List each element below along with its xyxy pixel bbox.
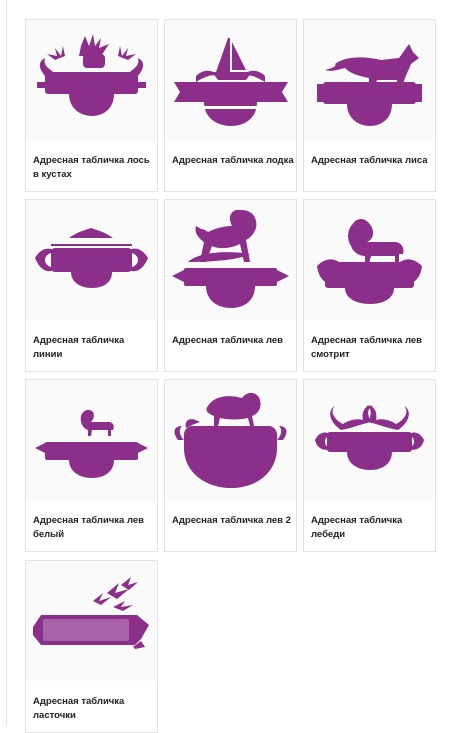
product-title[interactable]: Адресная табличка лось в кустах [33, 155, 150, 180]
product-title[interactable]: Адресная табличка линии [33, 335, 125, 360]
product-card[interactable]: Адресная табличка лев белый [25, 379, 158, 552]
product-card[interactable]: Адресная табличка лось в кустах [25, 19, 158, 192]
product-thumbnail[interactable] [26, 561, 157, 681]
swallows-sign-icon [33, 577, 149, 649]
product-thumbnail[interactable] [304, 200, 435, 320]
boat-sign-icon [174, 38, 288, 126]
moose-bushes-sign-icon [37, 34, 146, 116]
product-thumbnail[interactable] [165, 20, 296, 140]
product-thumbnail[interactable] [165, 200, 296, 320]
product-card[interactable]: Адресная табличка лодка [164, 19, 297, 192]
product-card[interactable]: Адресная табличка линии [25, 199, 158, 372]
product-title[interactable]: Адресная табличка лев белый [33, 515, 145, 540]
product-grid: Адресная табличка лось в кустах Адресная… [25, 19, 436, 733]
product-card[interactable]: Адресная табличка лев смотрит [303, 199, 436, 372]
lines-sign-icon [35, 228, 148, 288]
product-title[interactable]: Адресная табличка лебеди [311, 515, 403, 540]
product-title[interactable]: Адресная табличка лев [172, 335, 284, 346]
product-title[interactable]: Адресная табличка лиса [311, 155, 428, 166]
product-thumbnail[interactable] [26, 200, 157, 320]
lion-looking-sign-icon [317, 219, 422, 304]
swans-sign-icon [315, 405, 424, 470]
product-title[interactable]: Адресная табличка ласточки [33, 696, 125, 721]
product-thumbnail[interactable] [26, 20, 157, 140]
left-divider [6, 0, 7, 725]
product-card[interactable]: Адресная табличка лиса [303, 19, 436, 192]
product-title[interactable]: Адресная табличка лев 2 [172, 515, 291, 526]
product-card[interactable]: Адресная табличка ласточки [25, 560, 158, 733]
product-thumbnail[interactable] [26, 380, 157, 500]
product-card[interactable]: Адресная табличка лев [164, 199, 297, 372]
lion-rock-sign-icon [172, 210, 289, 308]
product-title[interactable]: Адресная табличка лев смотрит [311, 335, 423, 360]
product-title[interactable]: Адресная табличка лодка [172, 155, 294, 166]
product-card[interactable]: Адресная табличка лев 2 [164, 379, 297, 552]
white-lion-sign-icon [35, 409, 148, 478]
product-card[interactable]: Адресная табличка лебеди [303, 379, 436, 552]
product-thumbnail[interactable] [304, 380, 435, 500]
product-thumbnail[interactable] [165, 380, 296, 500]
fox-sign-icon [317, 44, 422, 126]
lion-2-sign-icon [174, 392, 287, 488]
product-thumbnail[interactable] [304, 20, 435, 140]
